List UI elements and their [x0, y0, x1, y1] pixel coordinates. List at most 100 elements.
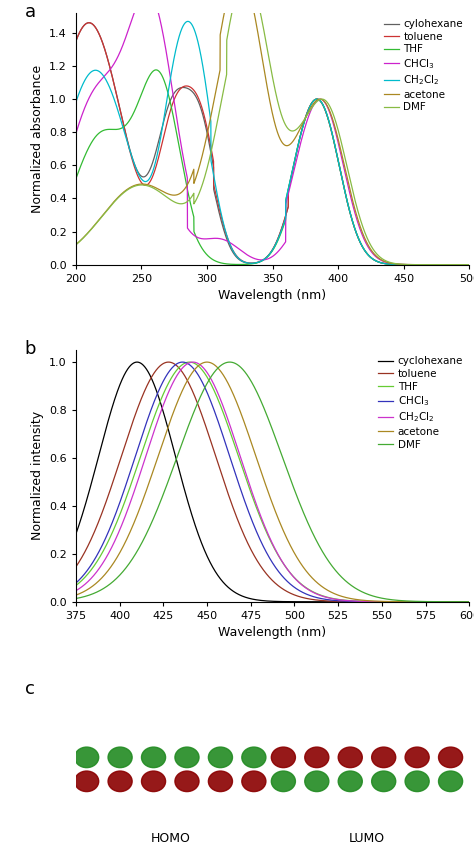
- Ellipse shape: [338, 771, 362, 792]
- DMF: [224, 33, 230, 43]
- Ellipse shape: [142, 771, 165, 792]
- acetone: [241, 416, 246, 427]
- Ellipse shape: [405, 747, 429, 767]
- Line: DMF: DMF: [50, 362, 474, 602]
- cylohexane: [145, 168, 151, 179]
- CH$_2$Cl$_2$: [399, 259, 404, 270]
- acetone: [145, 179, 151, 190]
- acetone: [399, 259, 404, 270]
- Ellipse shape: [305, 771, 329, 792]
- cyclohexane: [126, 362, 131, 373]
- acetone: [369, 245, 374, 256]
- CHCl$_3$: [224, 236, 230, 246]
- THF: [153, 65, 159, 75]
- DMF: [469, 259, 474, 270]
- CHCl$_3$: [180, 357, 185, 368]
- CH$_2$Cl$_2$: [185, 16, 191, 27]
- toluene: [399, 259, 404, 270]
- Ellipse shape: [242, 771, 266, 792]
- THF: [241, 467, 246, 478]
- CHCl$_3$: [126, 473, 131, 483]
- CH$_2$Cl$_2$: [444, 596, 449, 607]
- Line: CH$_2$Cl$_2$: CH$_2$Cl$_2$: [76, 22, 472, 264]
- Y-axis label: Normalized absorbance: Normalized absorbance: [30, 65, 44, 213]
- Ellipse shape: [142, 747, 165, 767]
- DMF: [73, 239, 79, 250]
- CHCl$_3$: [241, 493, 246, 504]
- Ellipse shape: [338, 747, 362, 767]
- toluene: [469, 259, 474, 270]
- CH$_2$Cl$_2$: [331, 134, 337, 144]
- THF: [466, 259, 472, 270]
- acetone: [310, 99, 316, 109]
- Ellipse shape: [209, 747, 232, 767]
- CH$_2$Cl$_2$: [469, 259, 474, 270]
- cylohexane: [73, 36, 79, 47]
- Ellipse shape: [175, 747, 199, 767]
- Text: HOMO: HOMO: [150, 831, 190, 844]
- cyclohexane: [221, 578, 227, 589]
- Ellipse shape: [372, 747, 396, 767]
- toluene: [369, 253, 374, 264]
- Ellipse shape: [271, 771, 295, 792]
- toluene: [224, 232, 230, 243]
- CHCl$_3$: [469, 259, 474, 270]
- cylohexane: [331, 134, 337, 145]
- Line: acetone: acetone: [76, 0, 472, 264]
- Line: CHCl$_3$: CHCl$_3$: [50, 362, 474, 602]
- toluene: [310, 95, 316, 106]
- THF: [73, 173, 79, 184]
- acetone: [224, 0, 230, 4]
- CH$_2$Cl$_2$: [221, 404, 227, 414]
- Ellipse shape: [305, 747, 329, 767]
- THF: [187, 357, 192, 368]
- DMF: [227, 357, 233, 368]
- CHCl$_3$: [369, 247, 374, 257]
- Line: THF: THF: [50, 362, 474, 602]
- CH$_2$Cl$_2$: [310, 96, 316, 107]
- cylohexane: [369, 253, 374, 264]
- CH$_2$Cl$_2$: [190, 357, 196, 368]
- cylohexane: [469, 259, 474, 270]
- acetone: [331, 117, 337, 127]
- THF: [224, 258, 230, 269]
- CH$_2$Cl$_2$: [369, 253, 374, 264]
- DMF: [466, 259, 472, 270]
- Line: DMF: DMF: [76, 0, 472, 264]
- Text: c: c: [25, 681, 35, 698]
- DMF: [241, 365, 246, 375]
- toluene: [86, 17, 92, 28]
- Y-axis label: Normalized intensity: Normalized intensity: [30, 411, 44, 540]
- cyclohexane: [99, 440, 104, 451]
- Line: acetone: acetone: [50, 362, 474, 602]
- Ellipse shape: [242, 747, 266, 767]
- Ellipse shape: [271, 747, 295, 767]
- cylohexane: [224, 235, 230, 245]
- CHCl$_3$: [331, 119, 337, 129]
- cylohexane: [86, 17, 92, 28]
- cyclohexane: [241, 591, 246, 602]
- THF: [331, 134, 337, 144]
- Legend: cylohexane, toluene, THF, CHCl$_3$, CH$_2$Cl$_2$, acetone, DMF: cylohexane, toluene, THF, CHCl$_3$, CH$_…: [383, 18, 464, 114]
- toluene: [331, 134, 337, 145]
- CH$_2$Cl$_2$: [466, 259, 472, 270]
- Ellipse shape: [108, 771, 132, 792]
- Ellipse shape: [438, 771, 463, 792]
- toluene: [47, 586, 53, 596]
- X-axis label: Wavelength (nm): Wavelength (nm): [219, 290, 327, 303]
- Ellipse shape: [438, 747, 463, 767]
- DMF: [331, 110, 337, 121]
- Ellipse shape: [209, 771, 232, 792]
- DMF: [310, 101, 316, 111]
- Text: a: a: [25, 3, 36, 21]
- THF: [145, 74, 151, 84]
- Ellipse shape: [405, 771, 429, 792]
- toluene: [444, 596, 449, 607]
- THF: [310, 96, 316, 107]
- Line: cylohexane: cylohexane: [76, 23, 472, 264]
- CHCl$_3$: [73, 128, 79, 139]
- acetone: [73, 239, 79, 250]
- Ellipse shape: [74, 747, 99, 767]
- CH$_2$Cl$_2$: [145, 175, 151, 186]
- THF: [444, 596, 449, 607]
